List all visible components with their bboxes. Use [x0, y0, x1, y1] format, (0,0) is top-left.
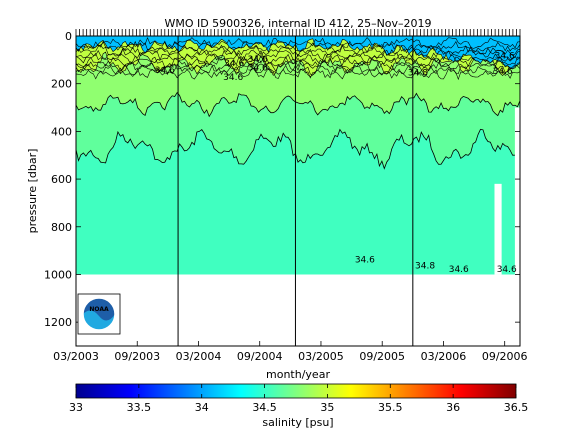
contour-label: 34.6 — [495, 52, 515, 62]
colorbar-ticks: 33 33.5 34 34.5 35 35.5 36 36.5 — [69, 384, 528, 414]
colorbar-tick-label: 36 — [446, 401, 460, 414]
x-tick-label: 09/2005 — [359, 350, 405, 363]
contour-line — [76, 40, 520, 54]
x-tick-label: 09/2004 — [237, 350, 283, 363]
contour-line — [76, 60, 520, 72]
missing-data-gap — [514, 107, 520, 275]
chart-title: WMO ID 5900326, internal ID 412, 25–Nov–… — [164, 17, 431, 30]
contour-line — [76, 36, 520, 50]
x-tick-label: 09/2006 — [482, 350, 528, 363]
contour-label: 34.6 — [223, 73, 243, 83]
colorbar-label: salinity [psu] — [262, 416, 333, 429]
colorbar — [75, 383, 517, 399]
contour-label: 34.8 — [408, 68, 428, 78]
noaa-logo: NOAA — [77, 293, 121, 335]
y-tick-label: 0 — [65, 30, 72, 43]
contour-label: 34.6 — [224, 59, 244, 69]
contour-labels: 34.634.634.834.634.634.6 34.6 34.634.634.8… — [155, 52, 517, 275]
colorbar-tick-label: 34.5 — [252, 401, 277, 414]
y-axis-label: pressure [dbar] — [26, 149, 39, 234]
x-tick-label: 09/2003 — [114, 350, 160, 363]
y-tick-label: 400 — [51, 125, 72, 138]
colorbar-tick-label: 33 — [69, 401, 83, 414]
colorbar-tick-label: 35 — [320, 401, 334, 414]
contour-label: 34.6 — [497, 265, 517, 275]
x-axis-label: month/year — [266, 368, 330, 381]
plot-frame — [75, 35, 521, 347]
y-tick-label: 800 — [51, 221, 72, 234]
surface-contour-lines — [76, 36, 520, 81]
contour-line — [76, 48, 520, 61]
y-tick-label: 1000 — [44, 268, 72, 281]
contour-label: 34.6 — [155, 66, 175, 76]
plot-area: 34.634.634.834.634.634.6 34.6 34.634.634.8… — [76, 36, 520, 346]
contour-line — [76, 56, 520, 69]
y-tick-label: 200 — [51, 78, 72, 91]
colorbar-tick-label: 36.5 — [504, 401, 529, 414]
contour-line — [76, 52, 520, 65]
contour-label: 34.6 — [355, 256, 375, 266]
contour-line — [76, 44, 520, 58]
y-tick-label: 1200 — [44, 316, 72, 329]
contour-label: 34.6 — [248, 55, 268, 65]
contour-label: 34.6 — [248, 64, 268, 74]
missing-data-gap — [494, 183, 502, 275]
contour-line — [76, 63, 520, 76]
colorbar-tick-label: 33.5 — [127, 401, 152, 414]
x-tick-label: 03/2003 — [53, 350, 99, 363]
x-axis: 03/2003 09/2003 03/2004 09/2004 03/2005 09/20… — [53, 341, 528, 363]
salinity-band-surface-low — [76, 36, 520, 70]
colorbar-tick-label: 34 — [195, 401, 209, 414]
contour-label: 34.8 — [415, 262, 435, 272]
year-boundary-lines — [177, 36, 414, 346]
noaa-logo-text: NOAA — [89, 306, 109, 313]
contour-label: 34.6 — [449, 265, 469, 275]
x-tick-label: 03/2005 — [298, 350, 344, 363]
y-axis: 0 200 400 600 800 1000 1200 — [44, 30, 520, 329]
contour-label: 34.6 — [493, 67, 513, 77]
colorbar-tick-label: 35.5 — [378, 401, 403, 414]
x-tick-label: 03/2004 — [176, 350, 222, 363]
contour-line — [76, 67, 520, 81]
x-tick-label: 03/2006 — [421, 350, 467, 363]
y-tick-label: 600 — [51, 173, 72, 186]
profile-tick-marks — [75, 29, 521, 36]
